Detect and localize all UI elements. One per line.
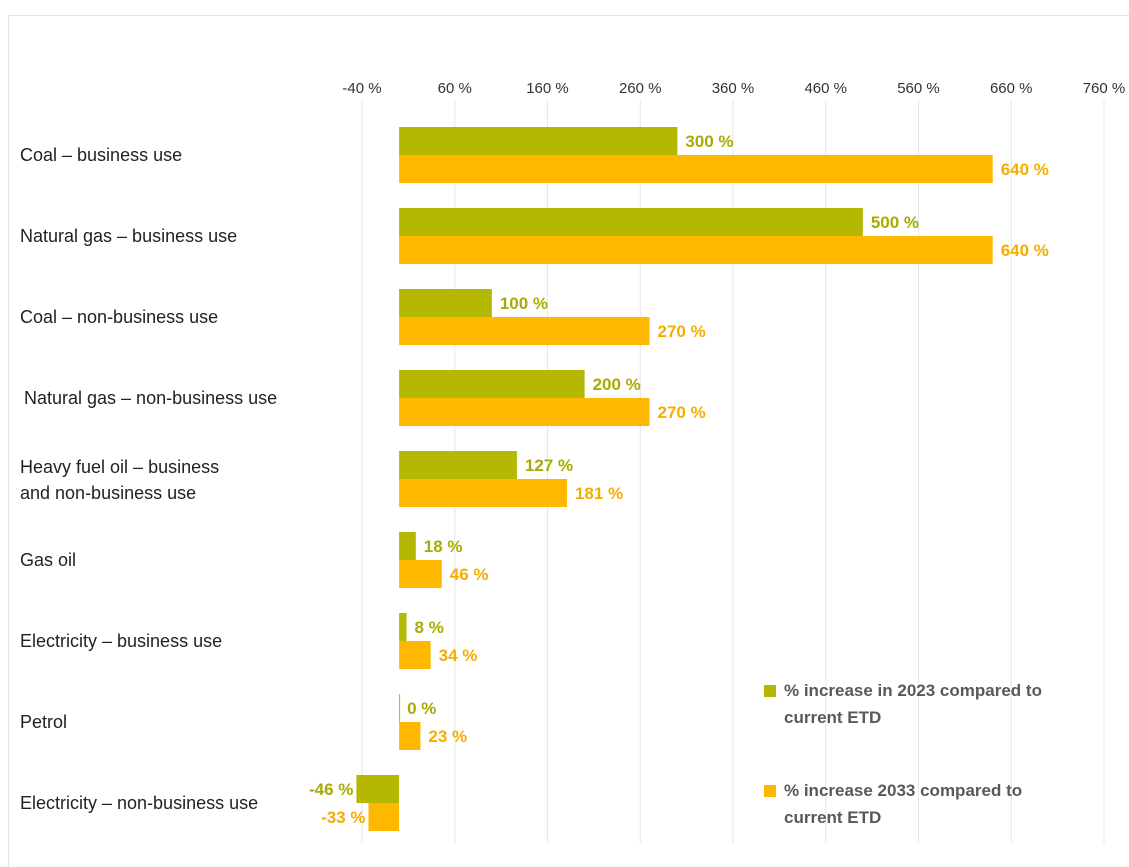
bar-2033 [368,803,400,831]
x-tick-label: 160 % [526,80,569,97]
bar-2033 [399,317,650,345]
category-label: Coal – non-business use [20,307,218,327]
x-tick-label: 360 % [712,80,755,97]
data-label: 23 % [428,727,467,746]
data-label: 640 % [1001,160,1049,179]
data-label: 200 % [593,375,641,394]
data-label: 270 % [658,403,706,422]
bar-2033 [399,479,567,507]
chart-frame [8,15,1129,867]
category-label: Coal – business use [20,145,182,165]
bar-2033 [399,722,421,750]
data-label: 34 % [439,646,478,665]
category-label: Heavy fuel oil – business and non-busines… [20,457,219,503]
category-label: Gas oil [20,550,76,570]
x-tick-label: -40 % [342,80,381,97]
data-label: -46 % [309,780,353,799]
bar-2023 [399,208,863,236]
x-tick-label: 560 % [897,80,940,97]
data-label: -33 % [321,808,365,827]
category-label: Natural gas – business use [20,226,237,246]
data-label: 127 % [525,456,573,475]
x-tick-label: 760 % [1083,80,1126,97]
data-label: 0 % [407,699,436,718]
category-label: Natural gas – non-business use [24,388,277,408]
data-label: 640 % [1001,241,1049,260]
bar-2023 [399,127,678,155]
legend-swatch [764,685,776,697]
bar-2023 [399,532,416,560]
legend-entry: % increase 2033 compared to current ETD [784,781,1022,827]
category-label: Electricity – business use [20,631,222,651]
category-label: Electricity – non-business use [20,793,258,813]
data-label: 46 % [450,565,489,584]
bar-2023 [399,451,517,479]
bar-2023 [399,370,585,398]
bar-2033 [399,155,993,183]
bar-2033 [399,641,431,669]
x-tick-label: 260 % [619,80,662,97]
x-tick-label: 60 % [438,80,472,97]
data-label: 181 % [575,484,623,503]
data-label: 500 % [871,213,919,232]
data-label: 18 % [424,537,463,556]
bar-2023 [399,613,407,641]
bar-2033 [399,560,442,588]
legend-entry: % increase in 2023 compared to current ET… [784,681,1042,727]
x-tick-label: 660 % [990,80,1033,97]
data-label: 270 % [658,322,706,341]
category-label: Petrol [20,712,67,732]
data-label: 300 % [685,132,733,151]
bar-2033 [399,236,993,264]
bar-2023 [399,694,401,722]
data-label: 8 % [415,618,444,637]
legend-swatch [764,785,776,797]
x-tick-label: 460 % [804,80,847,97]
bar-2033 [399,398,650,426]
data-label: 100 % [500,294,548,313]
bar-2023 [399,289,492,317]
bar-2023 [356,775,400,803]
